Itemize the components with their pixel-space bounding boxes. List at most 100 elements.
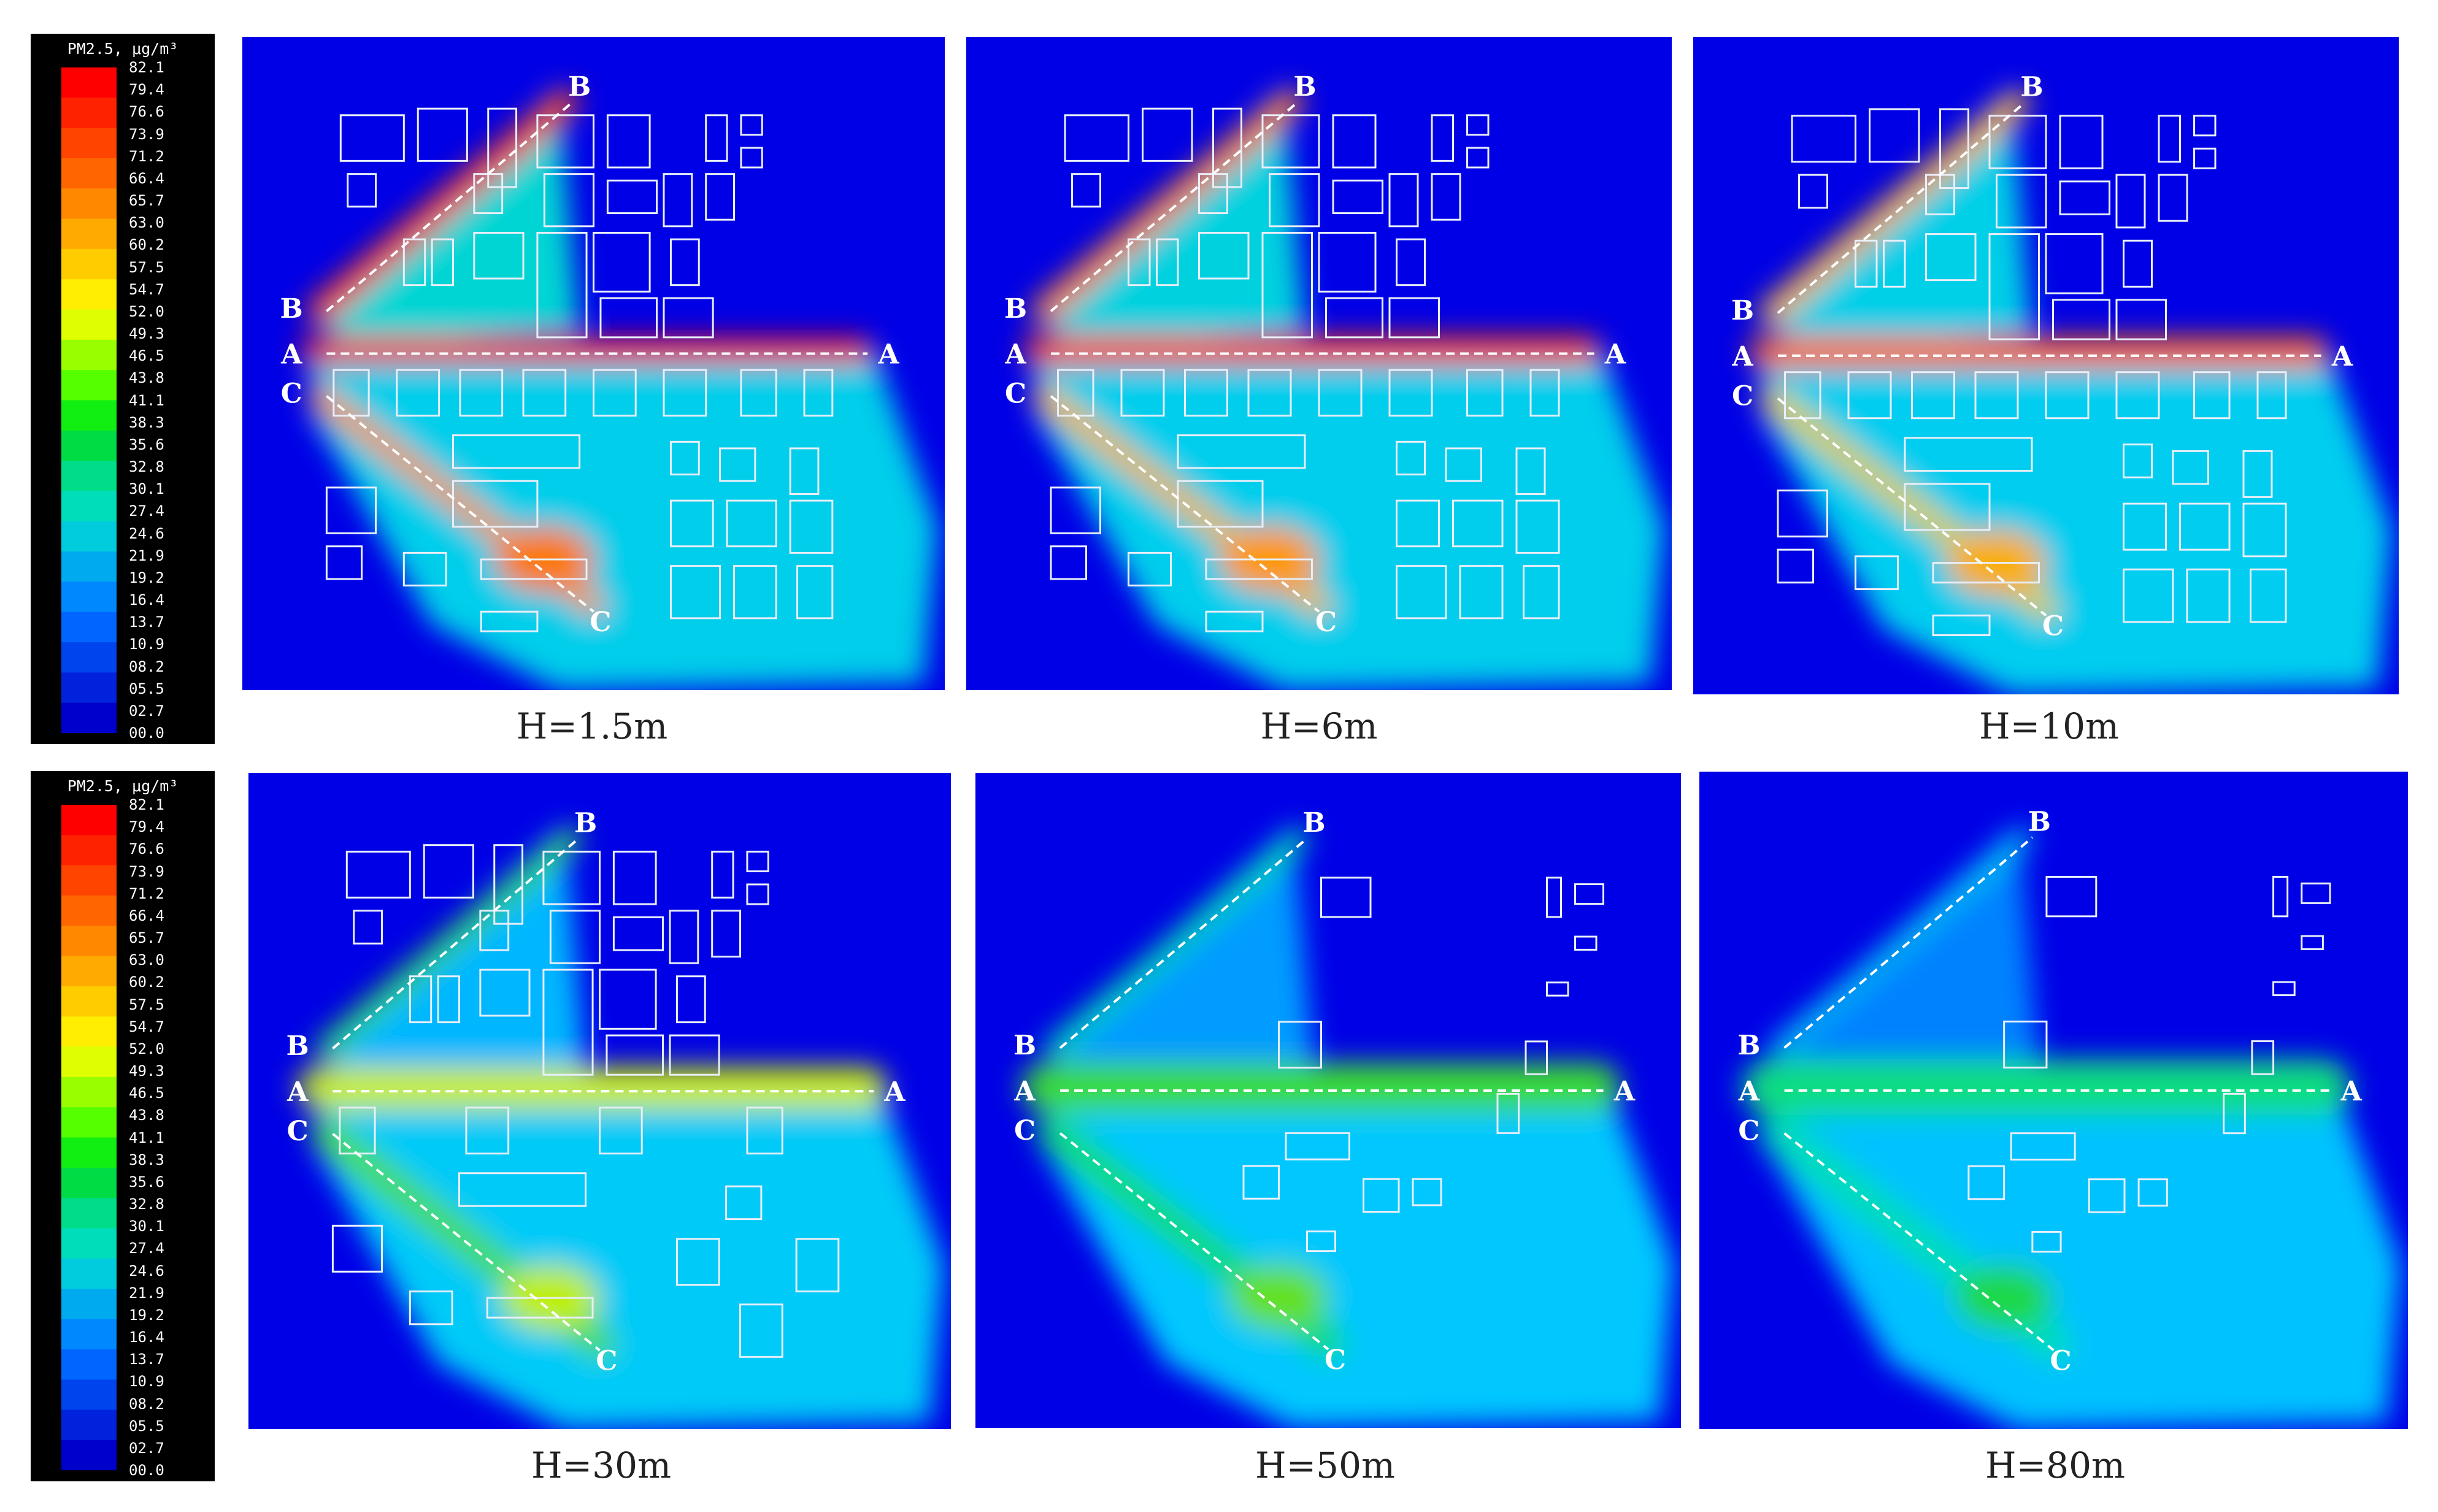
building-outline [612,850,657,905]
building-outline [1798,174,1828,209]
building-outline [1318,369,1363,417]
legend-tick-label: 08.2 [129,658,164,675]
building-outline [2256,371,2287,420]
legend-color-band [61,1349,117,1380]
building-outline [1452,499,1504,548]
plume-region [1037,343,1665,690]
building-outline [543,173,595,228]
building-outline [1967,1165,2005,1200]
building-outline [1855,555,1899,590]
legend-tick-label: 79.4 [129,818,164,836]
building-outline [431,238,454,286]
building-outline [2158,115,2181,163]
building-outline [789,447,820,496]
line-a-label: A [1004,339,1026,370]
building-outline [1205,610,1264,632]
building-outline [1515,499,1560,554]
line-b [1059,837,1308,1050]
line-a-label: A [1731,341,1753,372]
building-outline [599,297,658,339]
legend-tick-label: 00.0 [129,724,164,742]
building-outline [1911,371,1955,420]
building-outline [1777,548,1814,584]
line-b-label: B [1731,295,1754,326]
building-outline [740,369,777,417]
building-outlines [1242,877,1604,1253]
building-outline [1546,877,1562,918]
building-outline [599,969,657,1030]
line-c-label: C [596,1346,617,1377]
plume-region [312,343,938,690]
legend-color-band [61,551,117,583]
building-outline [593,232,651,293]
legend-tick-label: 63.0 [129,214,164,232]
line-a-label: A [883,1076,906,1108]
building-outline [789,499,834,554]
building-outline [325,545,363,580]
line-c-label: C [590,607,611,638]
building-outline [1515,447,1546,496]
legend-tick-label: 41.1 [129,1129,164,1146]
legend-tick-label: 13.7 [129,613,164,631]
line-a-label: A [286,1076,309,1108]
building-outline [465,1107,510,1155]
building-outline [2186,568,2231,623]
line-b-label: B [286,1030,309,1062]
building-outline [1128,238,1151,286]
building-outline [2088,1178,2126,1213]
building-outline [452,434,581,469]
road-b-band [1044,829,1309,1057]
building-outline [593,369,637,417]
building-outlines [1967,876,2331,1253]
reference-lines [332,837,874,1352]
line-b-label: B [1293,71,1316,102]
building-outline [1332,179,1383,215]
reference-lines [1050,101,1594,613]
building-outline [1388,173,1419,228]
building-outline [705,114,728,162]
legend-color-band [61,370,117,401]
legend-tick-label: 35.6 [129,436,164,453]
legend-tick-label: 43.8 [129,369,164,387]
building-outline [669,440,700,476]
legend-tick-label: 10.9 [129,1373,164,1391]
line-b [326,101,574,312]
line-c-label: C [1732,380,1753,412]
legend-color-band [61,1137,117,1169]
building-outline [1459,565,1504,620]
building-outline [669,1034,720,1076]
legend-tick-label: 82.1 [129,59,164,76]
building-outline [2179,502,2231,551]
building-outline [2115,371,2160,420]
building-outline [1988,115,2047,169]
building-outline [1325,297,1383,339]
building-outline [1396,499,1440,548]
legend-tick-label: 66.4 [129,169,164,187]
line-b-label: B [280,293,303,324]
line-a-label: A [2331,341,2353,372]
building-outline [1261,232,1313,339]
line-b [332,837,580,1050]
building-outline [1466,114,1490,136]
line-c [1050,395,1320,613]
building-outline [803,369,834,417]
hotspot [1954,1265,2054,1331]
building-outline [1412,1178,1442,1207]
line-a-label: A [1738,1076,1760,1107]
building-outline [1071,173,1101,208]
building-outline [669,565,721,620]
panel-caption: H=6m [1260,705,1378,747]
building-outline [1247,369,1292,417]
reference-lines [1783,836,2330,1351]
concentration-field [1021,825,1674,1428]
building-outline [1177,480,1264,528]
building-outline [740,147,763,169]
line-b [1777,101,2026,314]
line-b-label: B [2020,71,2043,102]
building-outline [2045,371,2090,420]
legend-tick-label: 60.2 [129,236,164,254]
building-outline [740,114,763,136]
building-outline [1574,935,1598,951]
